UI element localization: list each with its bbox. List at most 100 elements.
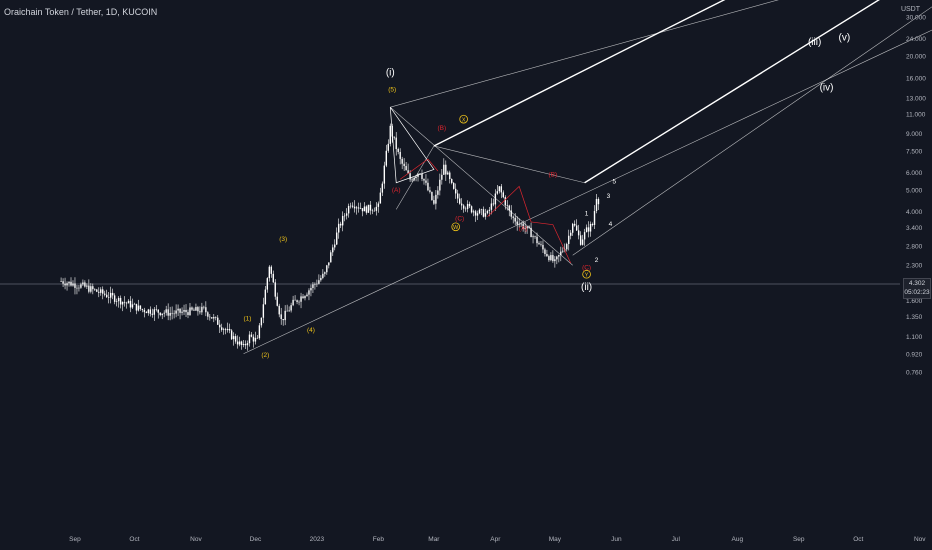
candle-body	[591, 224, 594, 225]
candle-body	[153, 309, 155, 315]
candle-body	[199, 311, 201, 313]
x-tick-label: Apr	[490, 536, 501, 543]
candle-body	[486, 210, 489, 214]
candle-body	[411, 179, 413, 181]
candle-body	[365, 206, 368, 213]
candle-body	[409, 173, 411, 180]
candle-body	[403, 163, 405, 167]
candle-body	[361, 208, 364, 212]
candle-body	[554, 259, 556, 262]
candle-body	[443, 164, 445, 175]
candle-body	[94, 289, 96, 290]
candle-body	[115, 301, 118, 302]
candle-body	[387, 143, 389, 151]
wave-label: (C)	[455, 216, 464, 223]
pattern-line	[487, 185, 532, 223]
channel-line	[395, 145, 435, 210]
candle-body	[213, 317, 215, 319]
candle-body	[425, 180, 427, 183]
candle-body	[433, 200, 435, 204]
candle-body	[522, 223, 524, 229]
candle-body	[228, 328, 231, 331]
candle-body	[314, 284, 316, 285]
channel-line	[584, 0, 880, 184]
y-tick-label: 13.000	[906, 95, 926, 102]
wave-label: (B)	[437, 125, 446, 132]
candle-body	[127, 300, 130, 304]
candle-body	[464, 208, 467, 210]
candle-body	[82, 282, 84, 285]
candle-body	[447, 172, 449, 175]
y-tick-label: 4.000	[906, 209, 923, 216]
candle-body	[476, 213, 479, 216]
candle-body	[169, 312, 171, 316]
candle-body	[80, 284, 82, 288]
candle-body	[322, 273, 324, 278]
candle-body	[401, 158, 403, 164]
candle-body	[573, 223, 576, 226]
candle-body	[566, 243, 568, 250]
candle-body	[536, 236, 538, 244]
candle-body	[137, 305, 140, 311]
candle-body	[76, 287, 78, 289]
candle-body	[98, 291, 100, 293]
candle-body	[272, 273, 274, 283]
channel-line	[390, 0, 779, 108]
candle-body	[86, 285, 88, 287]
x-tick-label: Feb	[373, 536, 385, 543]
y-tick-label: 1.350	[906, 314, 923, 321]
candle-body	[66, 283, 68, 286]
candle-body	[347, 205, 350, 214]
y-tick-label: 7.500	[906, 148, 923, 155]
candle-body	[516, 221, 518, 225]
candle-body	[111, 292, 114, 296]
candle-body	[316, 283, 318, 285]
candle-body	[74, 283, 76, 288]
candle-body	[88, 285, 90, 292]
candle-body	[109, 292, 112, 298]
candle-body	[159, 312, 161, 316]
y-tick-label: 30.000	[906, 15, 926, 22]
candle-body	[482, 209, 485, 217]
candle-body	[318, 280, 320, 284]
candle-body	[552, 255, 554, 262]
candle-body	[435, 194, 437, 204]
candle-body	[62, 281, 64, 284]
channel-line	[433, 0, 726, 147]
candle-body	[133, 303, 136, 305]
x-tick-label: 2023	[310, 536, 325, 543]
x-tick-label: Nov	[914, 536, 926, 543]
candle-body	[236, 341, 239, 345]
candle-body	[173, 313, 175, 315]
candle-body	[217, 317, 219, 325]
x-tick-label: Mar	[428, 536, 440, 543]
candle-body	[359, 208, 362, 209]
candle-body	[383, 165, 386, 184]
candle-body	[226, 328, 229, 331]
candle-body	[211, 317, 213, 319]
candle-body	[270, 266, 272, 274]
candle-body	[351, 205, 354, 207]
y-tick-label: 2.300	[906, 263, 923, 270]
chart-title: Oraichain Token / Tether, 1D, KUCOIN	[4, 7, 158, 17]
candle-body	[106, 294, 108, 298]
candle-body	[135, 303, 138, 311]
candle-body	[577, 230, 580, 236]
candle-body	[171, 312, 173, 314]
candle-body	[300, 296, 302, 302]
wave-label: (i)	[386, 67, 395, 78]
candle-body	[113, 295, 116, 302]
candle-body	[232, 336, 235, 340]
x-tick-label: Aug	[732, 536, 744, 543]
candle-body	[508, 205, 510, 211]
candle-body	[165, 309, 167, 313]
candle-body	[540, 244, 542, 245]
pitchfork-lines	[243, 0, 932, 355]
candle-body	[490, 203, 493, 210]
candle-body	[456, 193, 459, 199]
candle-body	[339, 223, 342, 226]
y-tick-label: 0.920	[906, 351, 923, 358]
candle-body	[371, 210, 374, 212]
candle-body	[431, 191, 433, 201]
